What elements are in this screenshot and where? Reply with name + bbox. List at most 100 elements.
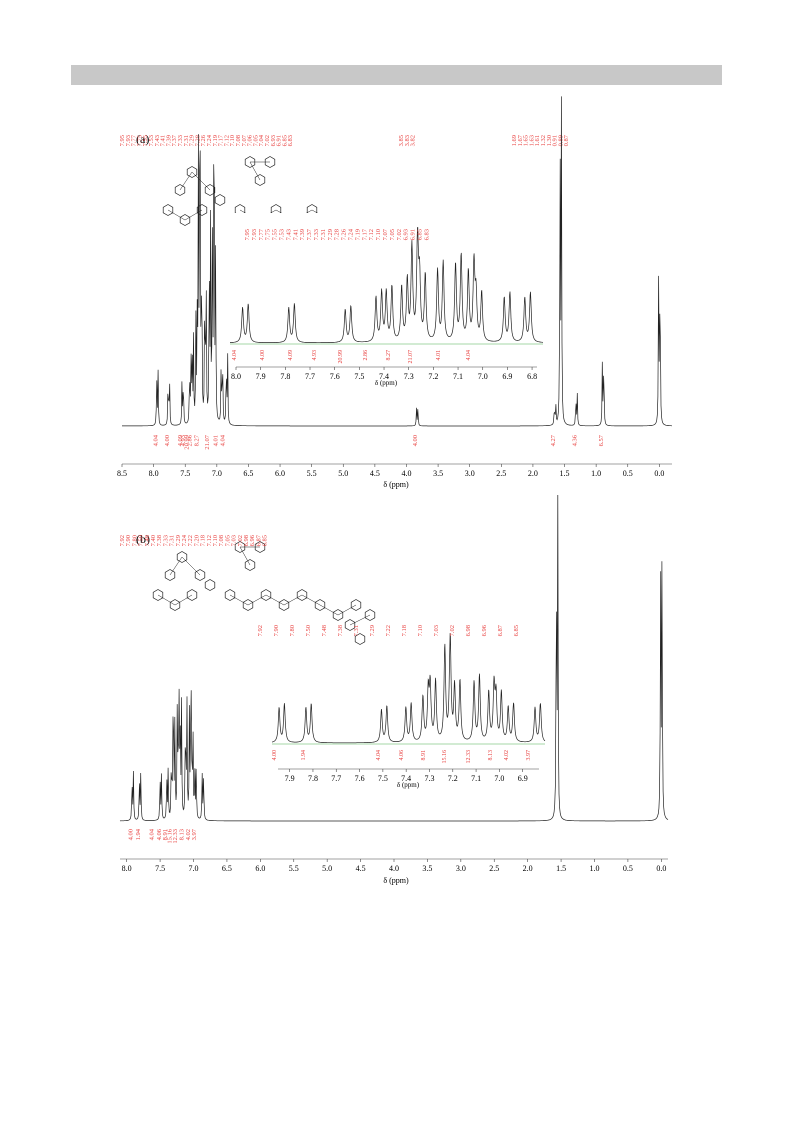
tick-label: 3.5 <box>433 469 443 478</box>
spectrum-line <box>272 633 546 744</box>
tick-label: 8.0 <box>149 469 159 478</box>
peak-label: 7.05 <box>389 229 396 240</box>
peak-label: 7.33 <box>162 535 169 546</box>
panel-a-label: (a) <box>136 132 149 146</box>
peak-label: 7.38 <box>156 535 163 546</box>
integral-label: 4.04 <box>466 350 472 361</box>
tick-label: 0.5 <box>623 864 633 873</box>
peak-label: 7.18 <box>401 625 408 636</box>
peak-label: 6.96 <box>249 534 256 546</box>
tick-label: 2.5 <box>489 864 499 873</box>
peak-label: 7.02 <box>396 229 403 240</box>
peak-label: 7.41 <box>160 135 167 146</box>
peak-label: 7.03 <box>433 625 440 636</box>
spectrum-line <box>122 96 672 427</box>
tick-label: 4.0 <box>389 864 399 873</box>
benzene-ring <box>264 156 276 168</box>
peak-label: 1.65 <box>523 135 530 146</box>
tick-label: 7.3 <box>404 372 414 381</box>
tick-label: 3.0 <box>456 864 466 873</box>
benzene-ring <box>224 589 236 601</box>
peak-label: 7.31 <box>183 135 190 146</box>
bond <box>181 556 201 576</box>
benzene-ring <box>364 609 376 621</box>
benzene-ring <box>152 589 164 601</box>
peak-label: 0.91 <box>552 135 559 146</box>
tick-label: 3.0 <box>465 469 475 478</box>
benzene-ring <box>254 174 266 186</box>
peak-label: 1.63 <box>528 135 535 146</box>
peak-label: 7.39 <box>299 229 306 240</box>
peak-label: 6.91 <box>410 229 417 240</box>
peak-label: 7.53 <box>279 229 286 240</box>
tick-label: 3.5 <box>422 864 432 873</box>
tick-label: 1.0 <box>589 864 599 873</box>
peak-label: 7.29 <box>189 135 196 146</box>
peak-labels-a: 7.957.937.777.757.557.537.437.417.397.37… <box>119 134 605 449</box>
peak-label: 6.83 <box>423 229 430 240</box>
tick-label: 7.8 <box>308 774 318 783</box>
peak-label: 7.29 <box>369 625 376 636</box>
tick-label: 7.7 <box>305 372 315 381</box>
peak-label: 7.08 <box>218 535 225 546</box>
tick-label: 1.5 <box>560 469 570 478</box>
benzene-ring <box>260 589 272 601</box>
benzene-ring <box>254 541 266 553</box>
integral-label: 15.16 <box>442 750 448 764</box>
peak-label: 7.04 <box>258 134 265 146</box>
peak-label: 6.93 <box>403 229 410 240</box>
tick-label: 0.5 <box>623 469 633 478</box>
benzene-ring <box>296 589 308 601</box>
integral-label: 3.97 <box>526 750 532 761</box>
peak-label: 7.92 <box>257 625 264 636</box>
integral-label: 4.00 <box>272 750 278 761</box>
peak-label: 7.48 <box>144 535 151 546</box>
peak-label: 7.24 <box>181 534 188 546</box>
integral-label: 4.04 <box>152 434 159 446</box>
integral-label: 2.86 <box>363 350 369 361</box>
peak-label: 7.37 <box>306 228 313 240</box>
peak-label: 1.32 <box>540 135 547 146</box>
tick-label: 6.0 <box>275 469 285 478</box>
bond <box>191 171 211 191</box>
peak-label: 7.19 <box>212 135 219 146</box>
peak-label: 7.12 <box>206 535 213 546</box>
bond <box>349 614 371 626</box>
tick-label: 7.3 <box>424 774 434 783</box>
peak-label: 7.28 <box>194 135 201 146</box>
tick-label: 7.6 <box>355 774 365 783</box>
peak-label: 7.39 <box>165 135 172 146</box>
bond <box>179 171 193 191</box>
bond <box>265 594 285 606</box>
tick-label: 1.5 <box>556 864 566 873</box>
peak-label: 7.55 <box>142 135 149 146</box>
spectrum-a-trace <box>122 96 672 427</box>
peak-label: 7.80 <box>131 535 138 546</box>
peak-label: 7.29 <box>327 229 334 240</box>
integral-label: 1.94 <box>135 828 142 840</box>
spectrum-panel-a: (a) 7.95 7.93 7.77 7.75 7.55 7.53 7.43 7.41 7.39… <box>0 95 793 490</box>
peak-label: 7.33 <box>313 229 320 240</box>
x-axis-a-label: δ (ppm) <box>383 480 409 489</box>
peak-label: 7.05 <box>224 535 231 546</box>
peak-label: 1.61 <box>534 135 541 146</box>
benzene-ring <box>204 184 216 196</box>
tick-label: 4.5 <box>356 864 366 873</box>
peak-label: 7.24 <box>206 134 213 146</box>
integral-label: 15.16 <box>166 828 173 843</box>
peak-label: 6.85 <box>281 135 288 146</box>
tick-label: 0.0 <box>654 469 664 478</box>
peak-label: 7.43 <box>285 229 292 240</box>
peak-label: 7.07 <box>382 228 389 240</box>
peak-label: 7.50 <box>138 535 145 546</box>
bond <box>167 209 186 221</box>
integral-label: 4.01 <box>436 350 442 361</box>
tick-label: 8.5 <box>117 469 127 478</box>
peak-label: 3.82 <box>410 135 417 146</box>
integral-label: 4.00 <box>260 350 266 361</box>
peak-label: 7.26 <box>200 134 207 146</box>
tick-label: 7.6 <box>330 372 340 381</box>
tick-label: 7.0 <box>212 469 222 478</box>
peak-label: 7.90 <box>125 535 132 546</box>
bond <box>249 161 261 181</box>
